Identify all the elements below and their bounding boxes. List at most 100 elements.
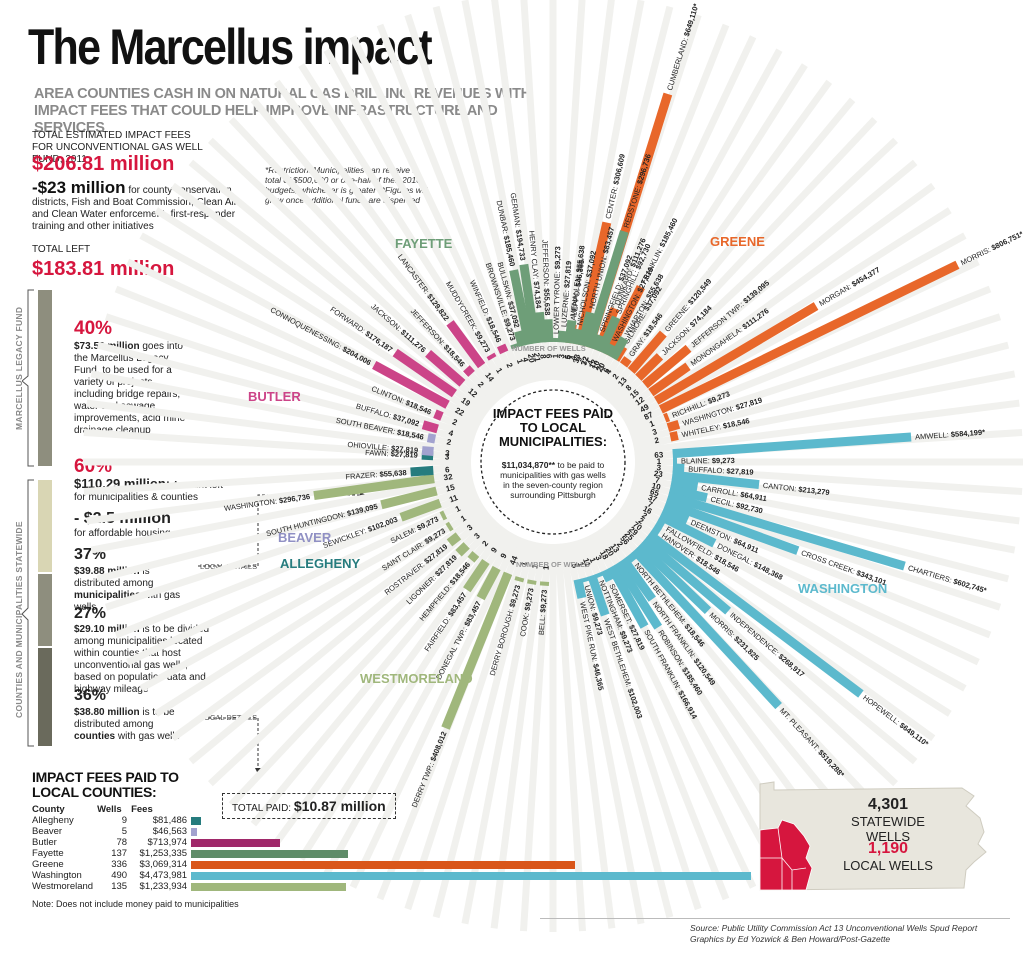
municipality-bar <box>672 463 685 473</box>
municipality-bar <box>496 343 509 355</box>
municipality-bar <box>666 420 681 432</box>
background-ray <box>627 285 992 436</box>
pct-36: 36% <box>74 687 107 704</box>
background-ray <box>114 285 479 436</box>
bar-cell <box>191 859 755 870</box>
center-circle <box>480 389 626 535</box>
local-wells-label: LOCAL WELLS <box>843 858 933 873</box>
wells-count-label: 20 <box>595 361 607 373</box>
municipality-bar <box>613 560 663 630</box>
county-label-westmoreland: WESTMORELAND <box>360 671 473 686</box>
total-label: TOTAL ESTIMATED IMPACT FEES FOR UNCONVEN… <box>32 130 203 165</box>
background-ray <box>564 541 645 925</box>
municipality-bar-group: 1 BELL: $9,273 <box>537 565 551 636</box>
municipality-bar <box>658 260 960 414</box>
municipality-label: COOK: $9,273 <box>518 587 535 637</box>
municipality-bar <box>653 302 819 405</box>
wells-count-label: 3 <box>445 452 450 461</box>
background-ray <box>623 498 967 692</box>
wells-count-label: 32 <box>443 472 454 482</box>
source-text: Source: Public Utility Commission Act 13… <box>690 923 978 933</box>
background-ray <box>559 542 616 929</box>
municipality-bar <box>486 352 497 361</box>
background-ray <box>593 63 808 395</box>
municipality-bar-group: 63 AMWELL: $584,199* <box>654 428 985 460</box>
background-ray <box>632 370 1016 451</box>
municipality-bar <box>574 221 612 346</box>
municipality-bar <box>590 333 605 352</box>
bar-cell <box>191 848 755 859</box>
municipality-bar <box>627 330 667 374</box>
pct-27-bold: $29.10 million <box>74 624 140 635</box>
wells-count-label: 15 <box>445 483 456 494</box>
background-ray <box>349 534 522 889</box>
municipality-bar <box>445 521 454 532</box>
wells-cell: 336 <box>111 859 128 870</box>
wells-cell: 5 <box>121 826 128 837</box>
background-ray <box>633 399 1020 456</box>
bar-cell <box>191 826 755 837</box>
county-label-fayette: FAYETTE <box>395 236 453 251</box>
background-ray <box>606 116 878 405</box>
municipality-label: HOPEWELL: $649,110* <box>861 693 930 748</box>
municipality-bar <box>392 348 457 398</box>
municipality-bar <box>584 230 629 349</box>
municipality-bar <box>573 578 587 599</box>
wells-count-label: 1 <box>494 366 504 375</box>
background-ray <box>584 534 757 889</box>
background-ray <box>104 313 477 440</box>
municipality-bar <box>476 565 501 601</box>
background-ray <box>631 341 1010 445</box>
municipality-label: BUFFALO: $27,819 <box>688 464 754 476</box>
municipality-label: LOWER TYRONE: $9,273 <box>551 246 562 334</box>
wells-count-label: 3 <box>593 554 603 562</box>
wells-count-label: 1 <box>541 565 550 571</box>
background-ray <box>323 48 517 392</box>
pct-27: 27% <box>74 605 107 622</box>
county-fee-bar <box>191 827 198 836</box>
background-ray <box>564 0 645 383</box>
county-label-greene: GREENE <box>710 234 765 249</box>
municipality-bar <box>446 320 486 369</box>
county-label-beaver: BEAVER <box>278 530 332 545</box>
fees-cell: $46,563 <box>152 826 188 837</box>
source-divider <box>540 918 1010 919</box>
municipality-label: FAWN: $27,819 <box>365 448 418 460</box>
county-fee-bar <box>191 849 348 858</box>
municipality-bar <box>646 530 864 698</box>
municipality-bar <box>631 547 782 710</box>
background-ray <box>250 522 504 827</box>
municipality-bar <box>380 486 438 510</box>
background-ray <box>154 502 486 717</box>
municipality-label: OHIOVILLE: $27,819 <box>347 440 418 455</box>
wells-count-label: 2 <box>637 516 646 526</box>
minus-value: -$23 million <box>32 178 126 197</box>
wells-count-label: 32 <box>579 355 590 367</box>
total-value: $206.81 million <box>32 153 175 175</box>
municipality-bar <box>527 579 537 585</box>
wells-count-label: 4 <box>585 359 595 367</box>
wells-cell: 9 <box>121 815 128 826</box>
municipality-bar <box>641 536 732 615</box>
municipality-bar-group: 6 JEFFERSON: $55,638 <box>540 239 554 359</box>
municipality-bar-group: 3 OHIOVILLE: $27,819 <box>347 440 450 458</box>
wells-count-label: 6 <box>563 354 573 360</box>
county-fee-bar <box>191 816 202 825</box>
background-ray <box>589 48 783 392</box>
background-ray <box>228 116 500 405</box>
county-cell: Greene <box>32 859 64 870</box>
wells-count-label: 1 <box>648 419 656 429</box>
background-ray <box>461 541 542 925</box>
wells-count-label: 1 <box>459 513 468 523</box>
wells-count-label: 1 <box>657 457 662 466</box>
municipality-bar <box>421 446 434 457</box>
municipality-bar <box>543 319 554 343</box>
municipality-bar-group: 3 BUFFALO: $27,819 <box>656 463 753 477</box>
wells-count-label: 1 <box>588 557 598 565</box>
wells-count-label: 9 <box>489 545 499 554</box>
wells-count-label: 2 <box>640 511 649 521</box>
county-fee-bar <box>191 882 346 891</box>
municipality-label: MORRIS: $806,751* <box>959 229 1024 267</box>
bar-cell <box>191 881 755 892</box>
wells-count-label: 6 <box>544 354 553 359</box>
